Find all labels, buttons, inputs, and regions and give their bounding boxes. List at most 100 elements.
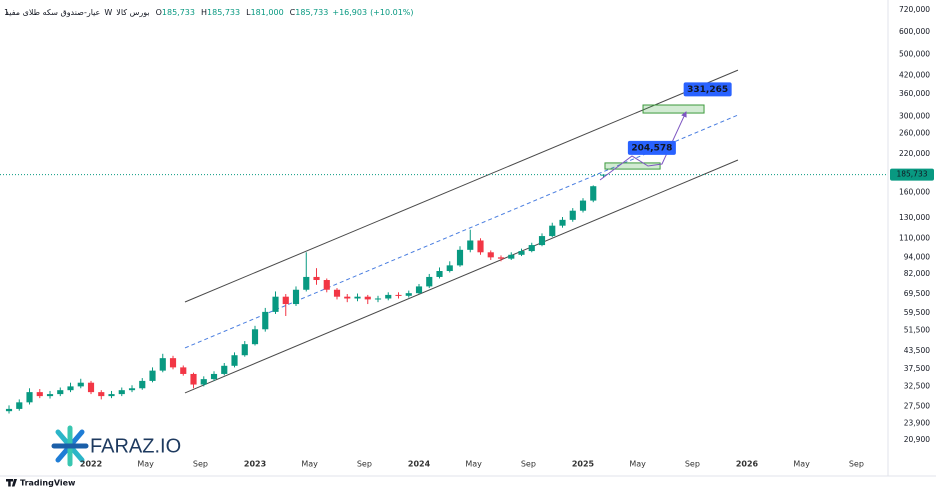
y-tick-label: 23,900	[904, 419, 930, 428]
candle-body	[528, 245, 535, 252]
target-label-box	[683, 82, 732, 97]
x-tick-label: May	[137, 460, 154, 469]
y-tick-label: 260,000	[899, 129, 930, 138]
y-tick-label: 32,500	[904, 381, 930, 390]
x-tick-label: May	[793, 460, 810, 469]
candle-body	[508, 254, 515, 259]
candle-body	[426, 276, 433, 287]
y-tick-label: 20,900	[904, 435, 930, 444]
candle-body	[477, 240, 484, 253]
candle-body	[579, 200, 587, 211]
candle-body	[538, 236, 546, 246]
x-tick-label: Sep	[193, 460, 208, 469]
channel-line	[184, 69, 739, 303]
watermark-text: FARAZ.IO	[90, 435, 181, 457]
candle-body	[118, 390, 125, 395]
candle-body	[333, 289, 341, 297]
candle-body	[487, 252, 494, 258]
candle-body	[272, 296, 279, 312]
candle-body	[282, 296, 289, 305]
candle-body	[36, 392, 43, 397]
symbol-name: عیار-صندوق سکه طلای مفید	[5, 8, 100, 17]
candle-body	[149, 370, 156, 381]
x-tick-label: 2025	[572, 460, 595, 469]
candle-body	[98, 392, 105, 397]
last-price-label: 185,733	[896, 170, 927, 179]
target-label-box	[627, 140, 676, 155]
legend-value: 185,733	[295, 8, 328, 17]
last-price-tag	[890, 168, 934, 181]
candle-body	[231, 355, 238, 366]
legend-key: H	[201, 8, 207, 17]
y-tick-label: 59,500	[904, 308, 930, 317]
target-box	[604, 162, 661, 170]
candle-body	[518, 251, 525, 255]
candle-body	[549, 225, 556, 237]
y-tick-label: 720,000	[899, 5, 930, 14]
y-tick-label: 51,500	[904, 325, 930, 334]
candle-body	[405, 293, 412, 296]
legend-value: 185,733	[207, 8, 240, 17]
y-tick-label: 160,000	[899, 188, 930, 197]
candle-body	[108, 394, 115, 397]
candle-body	[497, 257, 505, 259]
candle-body	[303, 276, 310, 290]
candle-body	[87, 382, 95, 393]
candle-body	[210, 373, 218, 380]
change-pct: (+10.01%)	[370, 8, 413, 17]
candle-body	[395, 294, 402, 296]
exchange: بورس کالا	[116, 8, 149, 17]
candle-body	[190, 373, 197, 385]
plot-area	[0, 69, 888, 414]
candle-body	[57, 390, 64, 395]
candle-body	[456, 249, 464, 266]
x-tick-label: 2026	[736, 460, 759, 469]
x-tick-label: May	[301, 460, 318, 469]
candle-body	[569, 210, 576, 220]
candle-body	[67, 386, 74, 391]
y-tick-label: 69,500	[904, 289, 930, 298]
candle-body	[139, 380, 146, 389]
x-tick-label: Sep	[685, 460, 700, 469]
y-tick-label: 300,000	[899, 111, 930, 120]
x-tick-label: 2022	[80, 460, 102, 469]
y-tick-label: 82,000	[904, 269, 930, 278]
watermark-logo: FARAZ.IO	[51, 425, 181, 467]
y-tick-label: 130,000	[899, 213, 930, 222]
candle-body	[374, 298, 382, 300]
channel-line	[184, 159, 739, 394]
candle-body	[354, 296, 361, 299]
y-tick-label: 110,000	[899, 233, 930, 242]
y-tick-label: 43,500	[904, 346, 930, 355]
y-tick-label: 500,000	[899, 49, 930, 58]
x-tick-label: Sep	[357, 460, 372, 469]
candle-body	[5, 408, 13, 412]
legend-key: C	[290, 8, 296, 17]
y-tick-label: 220,000	[899, 149, 930, 158]
candle-body	[313, 276, 320, 281]
x-tick-label: 2024	[408, 460, 431, 469]
candle-body	[323, 280, 330, 290]
legend-key: O	[156, 8, 162, 17]
legend-value: 185,733	[162, 8, 195, 17]
y-tick-label: 420,000	[899, 70, 930, 79]
candle-body	[262, 311, 269, 330]
target-label: 204,578	[631, 143, 672, 153]
candle-body	[159, 358, 166, 371]
y-tick-label: 360,000	[899, 89, 930, 98]
target-box	[642, 104, 705, 114]
candle-body	[344, 296, 351, 299]
candle-body	[436, 271, 443, 277]
candle-body	[221, 365, 228, 374]
candle-body	[128, 388, 136, 391]
x-tick-label: 2023	[244, 460, 266, 469]
header: عیار-صندوق سکه طلای مفید1W بورس کالا O185,…	[4, 8, 414, 17]
footer-text: TradingView	[20, 479, 76, 488]
candle-body	[590, 186, 597, 201]
y-tick-label: 37,500	[904, 364, 930, 373]
target-label: 331,265	[687, 85, 728, 95]
candle-body	[467, 240, 474, 250]
candle-body	[46, 394, 54, 397]
candle-body	[169, 358, 177, 368]
